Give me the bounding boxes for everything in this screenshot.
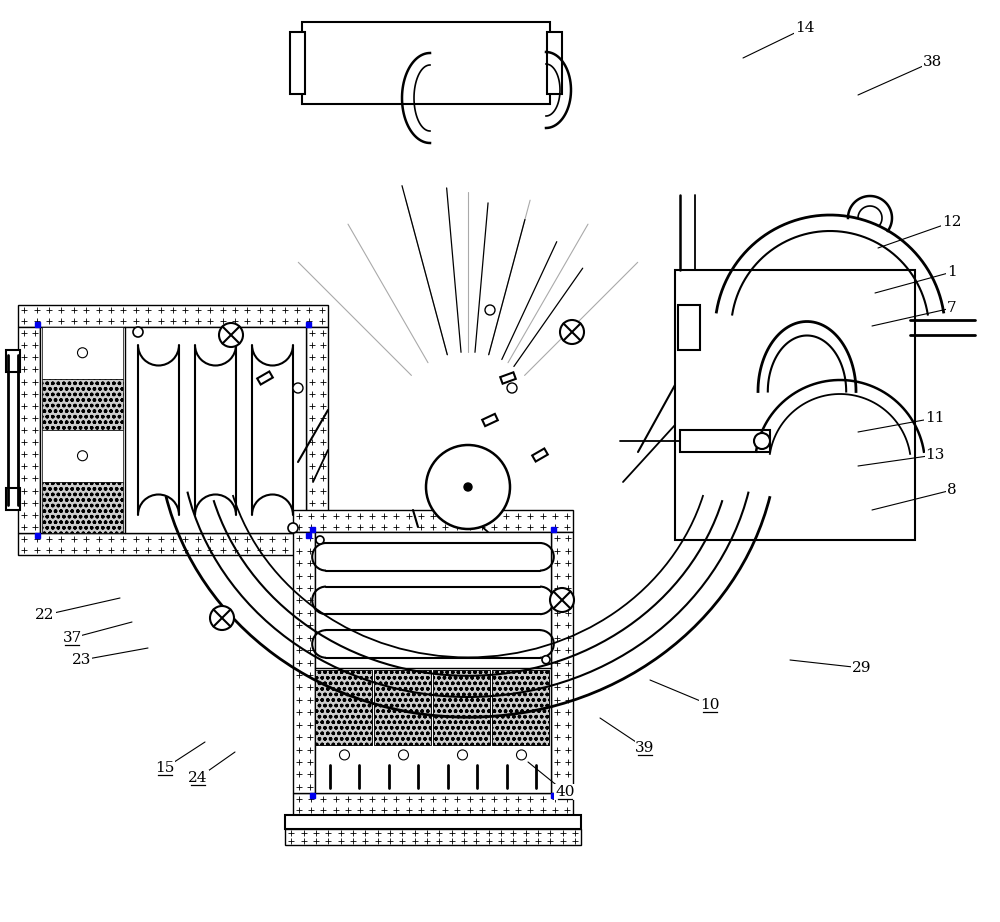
Bar — [500, 372, 516, 384]
Text: 15: 15 — [155, 761, 175, 775]
Bar — [310, 527, 315, 532]
Circle shape — [542, 656, 550, 664]
Circle shape — [550, 588, 574, 612]
Text: 8: 8 — [947, 483, 957, 497]
Circle shape — [288, 523, 298, 533]
Bar — [6, 488, 20, 510]
Bar — [306, 322, 311, 327]
Bar — [315, 532, 551, 793]
Text: 22: 22 — [35, 608, 55, 622]
Circle shape — [133, 327, 143, 337]
Bar — [18, 327, 40, 533]
Circle shape — [464, 483, 472, 491]
Bar — [42, 430, 123, 481]
Bar — [433, 669, 490, 745]
Circle shape — [219, 323, 243, 347]
Text: 10: 10 — [700, 698, 720, 712]
Bar — [374, 669, 431, 745]
Bar — [35, 533, 40, 538]
Bar — [42, 379, 123, 430]
Bar — [675, 270, 915, 540]
Text: 37: 37 — [62, 631, 82, 645]
Text: 24: 24 — [188, 771, 208, 785]
Bar — [42, 327, 123, 379]
Circle shape — [316, 536, 324, 544]
Circle shape — [516, 750, 526, 760]
Circle shape — [293, 383, 303, 393]
Bar — [678, 305, 700, 350]
Bar — [551, 793, 556, 798]
Circle shape — [210, 606, 234, 630]
Bar — [40, 327, 306, 533]
Bar — [680, 430, 770, 452]
Text: 29: 29 — [852, 661, 872, 675]
Circle shape — [398, 750, 409, 760]
Circle shape — [507, 383, 517, 393]
Circle shape — [754, 433, 770, 449]
Bar — [433, 669, 490, 745]
Bar — [42, 481, 123, 533]
Bar — [492, 669, 549, 745]
Circle shape — [458, 750, 468, 760]
Circle shape — [78, 451, 88, 461]
Bar — [285, 829, 581, 845]
Text: 38: 38 — [922, 55, 942, 69]
Bar — [315, 669, 372, 745]
Bar — [290, 32, 305, 94]
Circle shape — [78, 348, 88, 358]
Text: 40: 40 — [555, 785, 575, 799]
Text: 13: 13 — [925, 448, 945, 462]
Bar — [285, 815, 581, 829]
Bar — [302, 22, 550, 104]
Bar — [551, 532, 573, 793]
Bar — [492, 669, 549, 745]
Bar — [482, 414, 498, 426]
Text: 14: 14 — [795, 21, 815, 35]
Circle shape — [485, 305, 495, 315]
Bar — [35, 322, 40, 327]
Circle shape — [560, 320, 584, 344]
Text: 7: 7 — [947, 301, 957, 315]
Circle shape — [426, 445, 510, 529]
Bar — [310, 793, 315, 798]
Bar — [315, 669, 372, 745]
Bar — [306, 533, 311, 538]
Text: 11: 11 — [925, 411, 945, 425]
Bar — [18, 305, 328, 327]
Text: 1: 1 — [947, 265, 957, 279]
Bar — [293, 793, 573, 815]
Circle shape — [340, 750, 350, 760]
Bar — [293, 510, 573, 532]
Bar — [293, 532, 315, 793]
Bar — [532, 448, 548, 462]
Text: 23: 23 — [72, 653, 92, 667]
Bar — [374, 669, 431, 745]
Bar — [6, 350, 20, 372]
Bar — [551, 527, 556, 532]
Bar — [306, 327, 328, 533]
Bar — [547, 32, 562, 94]
Bar — [257, 372, 273, 384]
Bar — [18, 533, 328, 555]
Text: 39: 39 — [635, 741, 655, 755]
Text: 12: 12 — [942, 215, 962, 229]
